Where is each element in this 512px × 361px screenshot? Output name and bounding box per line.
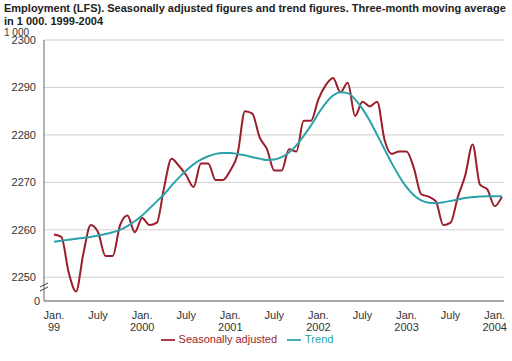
svg-text:Jan.: Jan. — [132, 309, 153, 321]
svg-text:0: 0 — [34, 295, 40, 307]
svg-text:July: July — [88, 309, 108, 321]
svg-text:Jan.: Jan. — [220, 309, 241, 321]
svg-text:2001: 2001 — [218, 321, 242, 333]
html-text:Seasonally adjusted: Seasonally adjusted — [178, 333, 278, 345]
svg-text:2260: 2260 — [12, 224, 36, 236]
svg-text:2280: 2280 — [12, 129, 36, 141]
svg-text:2300: 2300 — [12, 34, 36, 46]
svg-text:2003: 2003 — [394, 321, 418, 333]
svg-text:2004: 2004 — [482, 321, 504, 333]
svg-text:2002: 2002 — [306, 321, 330, 333]
svg-text:Jan.: Jan. — [484, 309, 504, 321]
svg-text:2250: 2250 — [12, 271, 36, 283]
svg-text:July: July — [441, 309, 461, 321]
svg-text:2270: 2270 — [12, 176, 36, 188]
svg-text:Jan.: Jan. — [308, 309, 329, 321]
svg-text:99: 99 — [48, 321, 60, 333]
svg-text:July: July — [353, 309, 373, 321]
html-text:Employment (LFS). Seasonally a: Employment (LFS). Seasonally adjusted fi… — [4, 2, 506, 27]
svg-text:Jan.: Jan. — [44, 309, 65, 321]
html-text:Trend: Trend — [305, 333, 334, 345]
svg-text:2290: 2290 — [12, 81, 36, 93]
svg-text:Jan.: Jan. — [396, 309, 417, 321]
svg-text:2000: 2000 — [130, 321, 154, 333]
svg-text:July: July — [265, 309, 285, 321]
html-text:1 000: 1 000 — [4, 27, 29, 38]
svg-text:July: July — [176, 309, 196, 321]
